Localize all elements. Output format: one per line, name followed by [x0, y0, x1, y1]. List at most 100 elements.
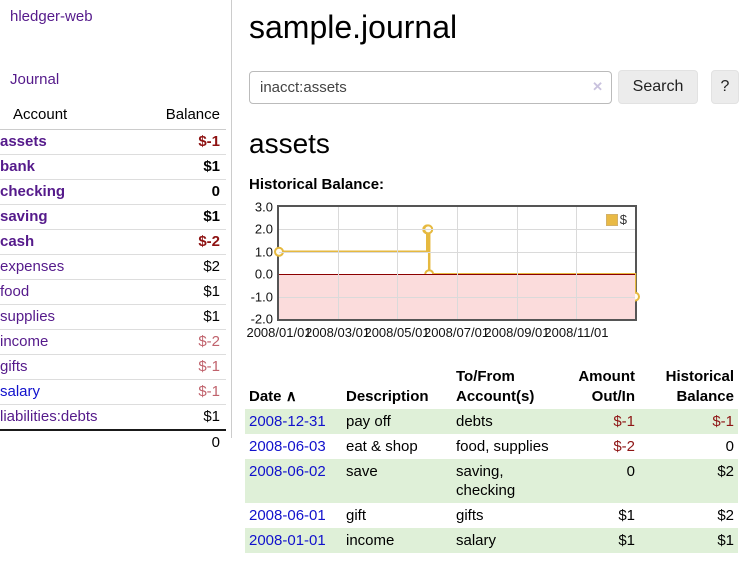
account-row: expenses $2 [0, 254, 226, 280]
date-sort-header[interactable]: Date ∧ [249, 388, 297, 405]
main-content: sample.journal ✕ Search ? assets Histori… [245, 0, 739, 553]
accounts-total-row: 0 [0, 429, 226, 455]
transaction-description: gift [346, 507, 367, 524]
account-row: saving $1 [0, 204, 226, 230]
account-row: checking 0 [0, 179, 226, 205]
app-brand-link[interactable]: hledger-web [10, 8, 93, 25]
account-row: salary $-1 [0, 379, 226, 405]
account-balance: $1 [139, 279, 226, 305]
account-link-salary[interactable]: salary [0, 383, 41, 400]
account-row: cash $-2 [0, 229, 226, 255]
account-balance: $-1 [139, 379, 226, 405]
balance-column-header: Balance [139, 102, 226, 130]
search-form: ✕ Search ? [249, 70, 739, 104]
transaction-balance: 0 [725, 438, 734, 455]
account-link-cash[interactable]: cash [0, 233, 35, 250]
transaction-date-link[interactable]: 2008-06-03 [249, 438, 326, 455]
balance-header: Historical Balance [665, 368, 734, 405]
transaction-accounts: gifts [456, 507, 484, 524]
account-balance: $2 [139, 254, 226, 280]
accounts-header-row: Account Balance [0, 102, 226, 130]
account-row: liabilities:debts $1 [0, 404, 226, 430]
account-link-food[interactable]: food [0, 283, 30, 300]
transaction-balance: $2 [717, 463, 734, 480]
transaction-description: eat & shop [346, 438, 418, 455]
transaction-description: pay off [346, 413, 391, 430]
register-header-row: Date ∧ Description To/From Account(s) Am… [245, 365, 738, 409]
y-axis-tick-label: 0.0 [254, 266, 273, 282]
transaction-balance: $2 [717, 507, 734, 524]
x-axis-tick-label: 2008/05/01 [364, 325, 430, 340]
clear-search-icon[interactable]: ✕ [592, 78, 603, 94]
transaction-date-link[interactable]: 2008-12-31 [249, 413, 326, 430]
v-gridline [337, 207, 339, 319]
account-row: gifts $-1 [0, 354, 226, 380]
sidebar: hledger-web Journal Account Balance asse… [0, 0, 232, 455]
transaction-accounts: salary [456, 532, 497, 549]
account-balance: 0 [139, 179, 226, 205]
account-link-assets[interactable]: assets [0, 133, 47, 150]
accounts-header: To/From Account(s) [456, 368, 535, 405]
sidebar-item-journal[interactable]: Journal [10, 71, 60, 88]
account-row: assets $-1 [0, 129, 226, 155]
transaction-amount: $1 [618, 532, 635, 549]
section-title: assets [249, 128, 330, 159]
account-link-gifts[interactable]: gifts [0, 358, 28, 375]
y-axis-tick-label: 3.0 [254, 199, 273, 215]
x-axis-tick-label: 2008/07/01 [423, 325, 490, 340]
historical-balance-chart: $ 3.0 2.0 1.0 0.0 -1.0 -2.0 2008/01/01 2008/03/… [246, 200, 739, 341]
chart-heading: Historical Balance: [249, 176, 385, 193]
v-gridline [576, 207, 578, 319]
account-column-header: Account [0, 102, 140, 130]
description-header: Description [346, 388, 429, 405]
x-axis-tick-label: 2008/01/01 [246, 325, 312, 340]
account-link-supplies[interactable]: supplies [0, 308, 56, 325]
account-link-income[interactable]: income [0, 333, 49, 350]
account-row: food $1 [0, 279, 226, 305]
account-balance: $-1 [139, 129, 226, 155]
transaction-amount: $-1 [613, 413, 635, 430]
accounts-table: Account Balance assets $-1 bank $1 checkin… [0, 102, 226, 455]
account-link-saving[interactable]: saving [0, 208, 48, 225]
y-axis-tick-label: -2.0 [250, 311, 273, 327]
register-row: 2008-06-02 save saving, checking 0 $2 [245, 459, 738, 503]
account-balance: $-2 [139, 229, 226, 255]
register-row: 2008-06-03 eat & shop food, supplies $-2… [245, 434, 738, 459]
transaction-date-link[interactable]: 2008-06-01 [249, 507, 326, 524]
transaction-accounts: debts [456, 413, 493, 430]
transaction-description: save [346, 463, 378, 480]
chart-plot: $ 3.0 2.0 1.0 0.0 -1.0 -2.0 2008/01/01 2008/03/… [246, 200, 640, 340]
x-axis-tick-label: 2008/03/01 [304, 325, 371, 340]
account-balance: $-1 [139, 354, 226, 380]
account-link-bank[interactable]: bank [0, 158, 36, 175]
y-axis-tick-label: 1.0 [254, 244, 273, 260]
legend-swatch-icon [605, 213, 618, 226]
transaction-amount: $-2 [613, 438, 635, 455]
account-link-checking[interactable]: checking [0, 183, 66, 200]
search-button[interactable]: Search [618, 70, 698, 104]
transaction-description: income [346, 532, 395, 549]
account-balance: $1 [139, 404, 226, 430]
account-balance: $1 [139, 204, 226, 230]
search-box: ✕ [249, 70, 612, 104]
account-balance: $-2 [139, 329, 226, 355]
account-row: income $-2 [0, 329, 226, 355]
help-button[interactable]: ? [711, 70, 739, 104]
transaction-balance: $-1 [712, 413, 734, 430]
transaction-amount: $1 [618, 507, 635, 524]
search-input[interactable] [249, 70, 612, 104]
register-table: Date ∧ Description To/From Account(s) Am… [245, 365, 738, 553]
register-row: 2008-06-01 gift gifts $1 $2 [245, 503, 738, 528]
amount-header: Amount Out/In [578, 368, 635, 405]
account-link-liabilities-debts[interactable]: liabilities:debts [0, 408, 98, 425]
transaction-date-link[interactable]: 2008-01-01 [249, 532, 326, 549]
account-row: bank $1 [0, 154, 226, 180]
account-balance: $1 [139, 304, 226, 330]
register-row: 2008-01-01 income salary $1 $1 [245, 528, 738, 553]
account-link-expenses[interactable]: expenses [0, 258, 65, 275]
page-title: sample.journal [249, 9, 458, 45]
transaction-date-link[interactable]: 2008-06-02 [249, 463, 326, 480]
transaction-accounts: saving, checking [456, 463, 516, 499]
y-axis-tick-label: -1.0 [250, 289, 273, 305]
account-balance: $1 [139, 154, 226, 180]
